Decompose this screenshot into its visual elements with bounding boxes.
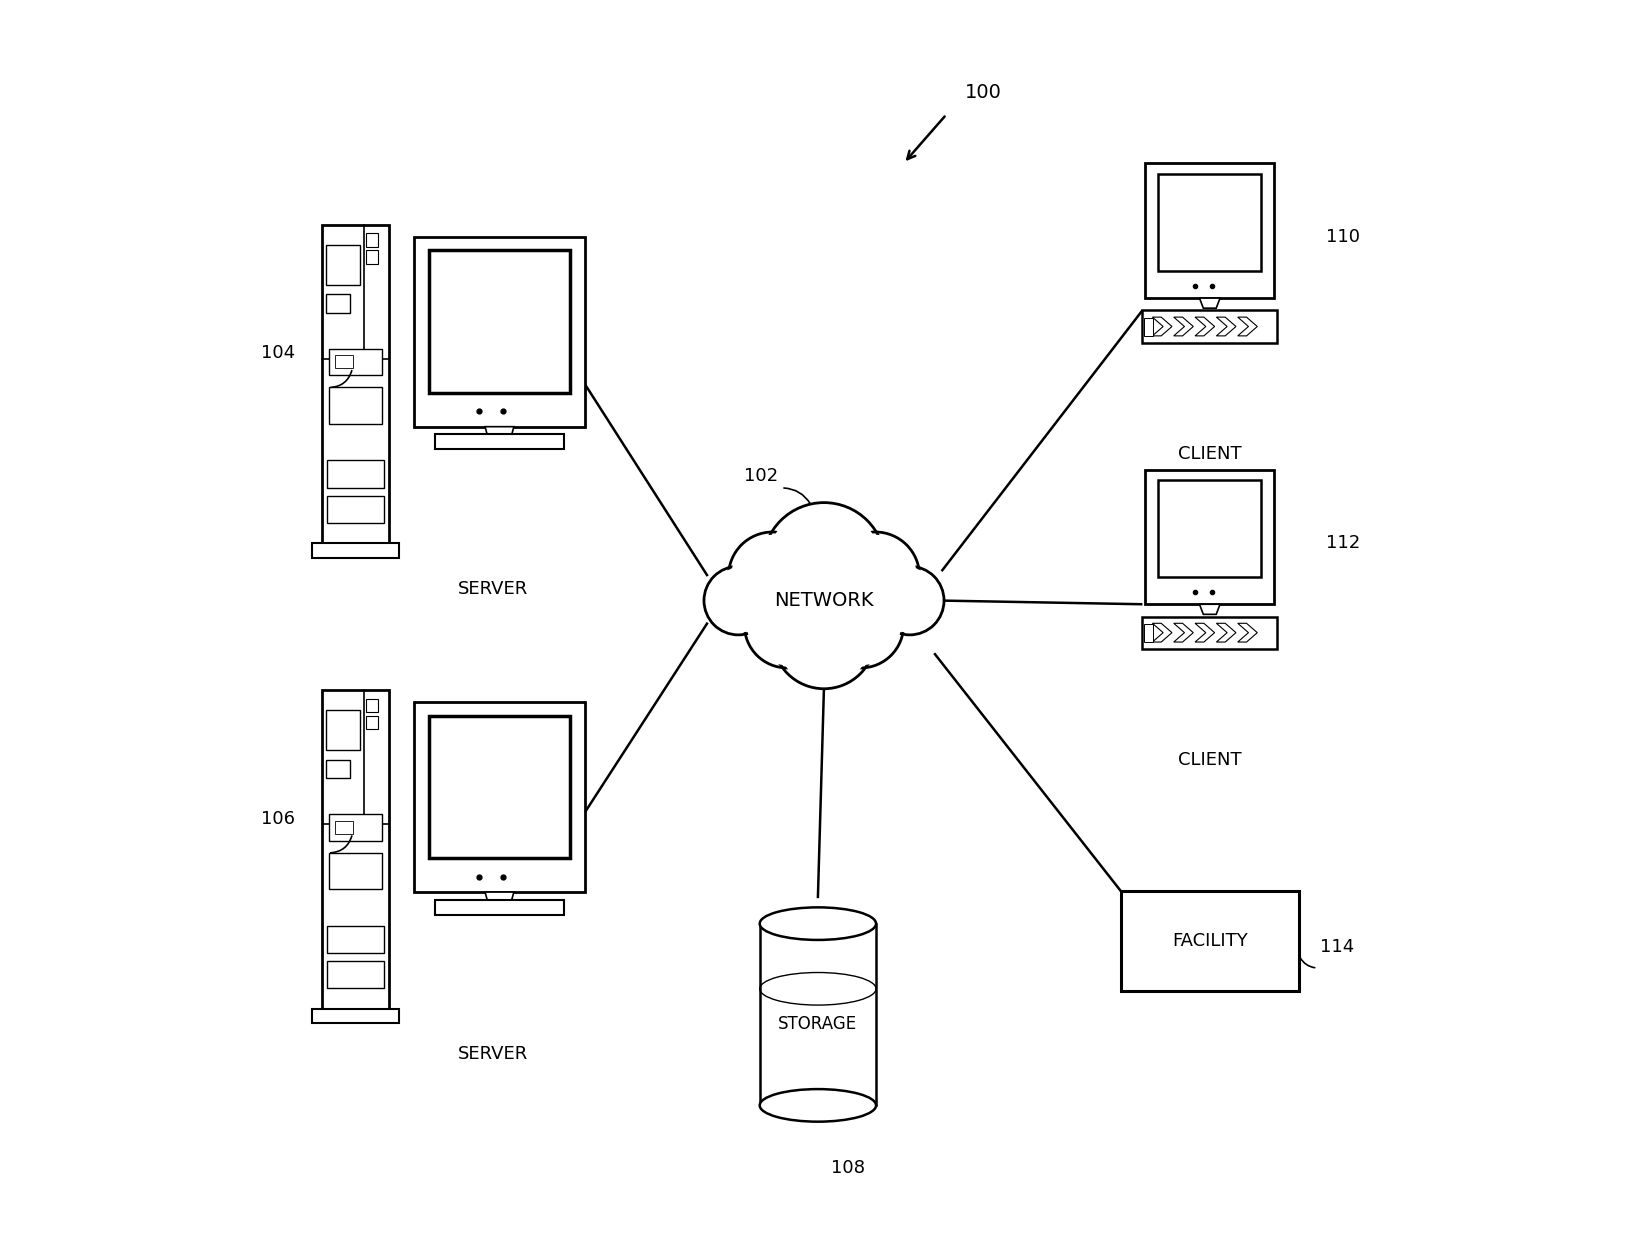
Polygon shape <box>366 233 379 247</box>
Text: FACILITY: FACILITY <box>1172 932 1248 951</box>
Polygon shape <box>1195 317 1215 335</box>
Polygon shape <box>1238 317 1257 335</box>
Polygon shape <box>1173 624 1193 642</box>
Polygon shape <box>1238 624 1257 642</box>
Polygon shape <box>1144 318 1154 335</box>
Text: CLIENT: CLIENT <box>1178 445 1241 464</box>
Polygon shape <box>335 355 353 369</box>
Polygon shape <box>1195 624 1215 642</box>
Circle shape <box>748 586 827 665</box>
Polygon shape <box>328 460 384 487</box>
Polygon shape <box>1142 616 1277 649</box>
Polygon shape <box>326 760 349 778</box>
Circle shape <box>728 531 817 620</box>
Text: CLIENT: CLIENT <box>1178 751 1241 769</box>
Polygon shape <box>1216 317 1236 335</box>
Polygon shape <box>485 427 514 441</box>
Circle shape <box>821 586 900 665</box>
Polygon shape <box>335 820 353 834</box>
Polygon shape <box>428 250 570 392</box>
Text: 100: 100 <box>964 83 1002 102</box>
Text: 108: 108 <box>832 1159 865 1178</box>
Polygon shape <box>1121 890 1299 991</box>
Polygon shape <box>414 237 585 427</box>
Polygon shape <box>1152 624 1172 642</box>
Circle shape <box>732 535 812 616</box>
Text: 102: 102 <box>745 467 778 486</box>
Polygon shape <box>435 434 564 450</box>
Text: 110: 110 <box>1327 228 1360 245</box>
Polygon shape <box>1159 481 1261 577</box>
Polygon shape <box>311 544 399 559</box>
Polygon shape <box>321 224 389 544</box>
Circle shape <box>763 503 885 625</box>
Polygon shape <box>328 926 384 953</box>
Polygon shape <box>330 852 382 889</box>
Polygon shape <box>328 961 384 988</box>
Circle shape <box>768 508 880 620</box>
Polygon shape <box>1145 164 1274 298</box>
Polygon shape <box>485 891 514 907</box>
Circle shape <box>831 531 920 620</box>
Polygon shape <box>428 715 570 858</box>
Polygon shape <box>328 496 384 523</box>
Polygon shape <box>1200 604 1220 614</box>
Polygon shape <box>435 900 564 915</box>
Text: 106: 106 <box>260 810 295 827</box>
Ellipse shape <box>760 907 877 940</box>
Polygon shape <box>1216 624 1236 642</box>
Polygon shape <box>330 387 382 424</box>
Text: NETWORK: NETWORK <box>775 591 873 610</box>
Circle shape <box>707 570 770 633</box>
Polygon shape <box>326 245 359 285</box>
Polygon shape <box>366 715 379 729</box>
Text: SERVER: SERVER <box>458 1046 529 1063</box>
Polygon shape <box>366 250 379 264</box>
Polygon shape <box>1142 311 1277 343</box>
Polygon shape <box>330 814 382 841</box>
Circle shape <box>878 570 941 633</box>
Polygon shape <box>1159 174 1261 271</box>
Text: STORAGE: STORAGE <box>778 1015 857 1033</box>
Ellipse shape <box>760 1089 877 1122</box>
Polygon shape <box>1152 317 1172 335</box>
Circle shape <box>817 582 903 668</box>
Circle shape <box>836 535 916 616</box>
Circle shape <box>776 591 872 684</box>
Polygon shape <box>326 295 349 313</box>
Polygon shape <box>311 1009 399 1023</box>
Polygon shape <box>760 924 877 1106</box>
Polygon shape <box>1173 317 1193 335</box>
Polygon shape <box>1145 470 1274 604</box>
Circle shape <box>875 566 944 635</box>
Text: 112: 112 <box>1327 534 1360 552</box>
Polygon shape <box>326 710 359 751</box>
Text: SERVER: SERVER <box>458 580 529 598</box>
Circle shape <box>773 586 875 689</box>
Text: 114: 114 <box>1320 938 1355 956</box>
Polygon shape <box>366 699 379 711</box>
Circle shape <box>745 582 831 668</box>
Circle shape <box>704 566 773 635</box>
Polygon shape <box>1200 298 1220 308</box>
Polygon shape <box>321 690 389 1009</box>
Polygon shape <box>1144 624 1154 641</box>
Text: 104: 104 <box>260 344 295 363</box>
Polygon shape <box>414 703 585 891</box>
Polygon shape <box>330 349 382 375</box>
